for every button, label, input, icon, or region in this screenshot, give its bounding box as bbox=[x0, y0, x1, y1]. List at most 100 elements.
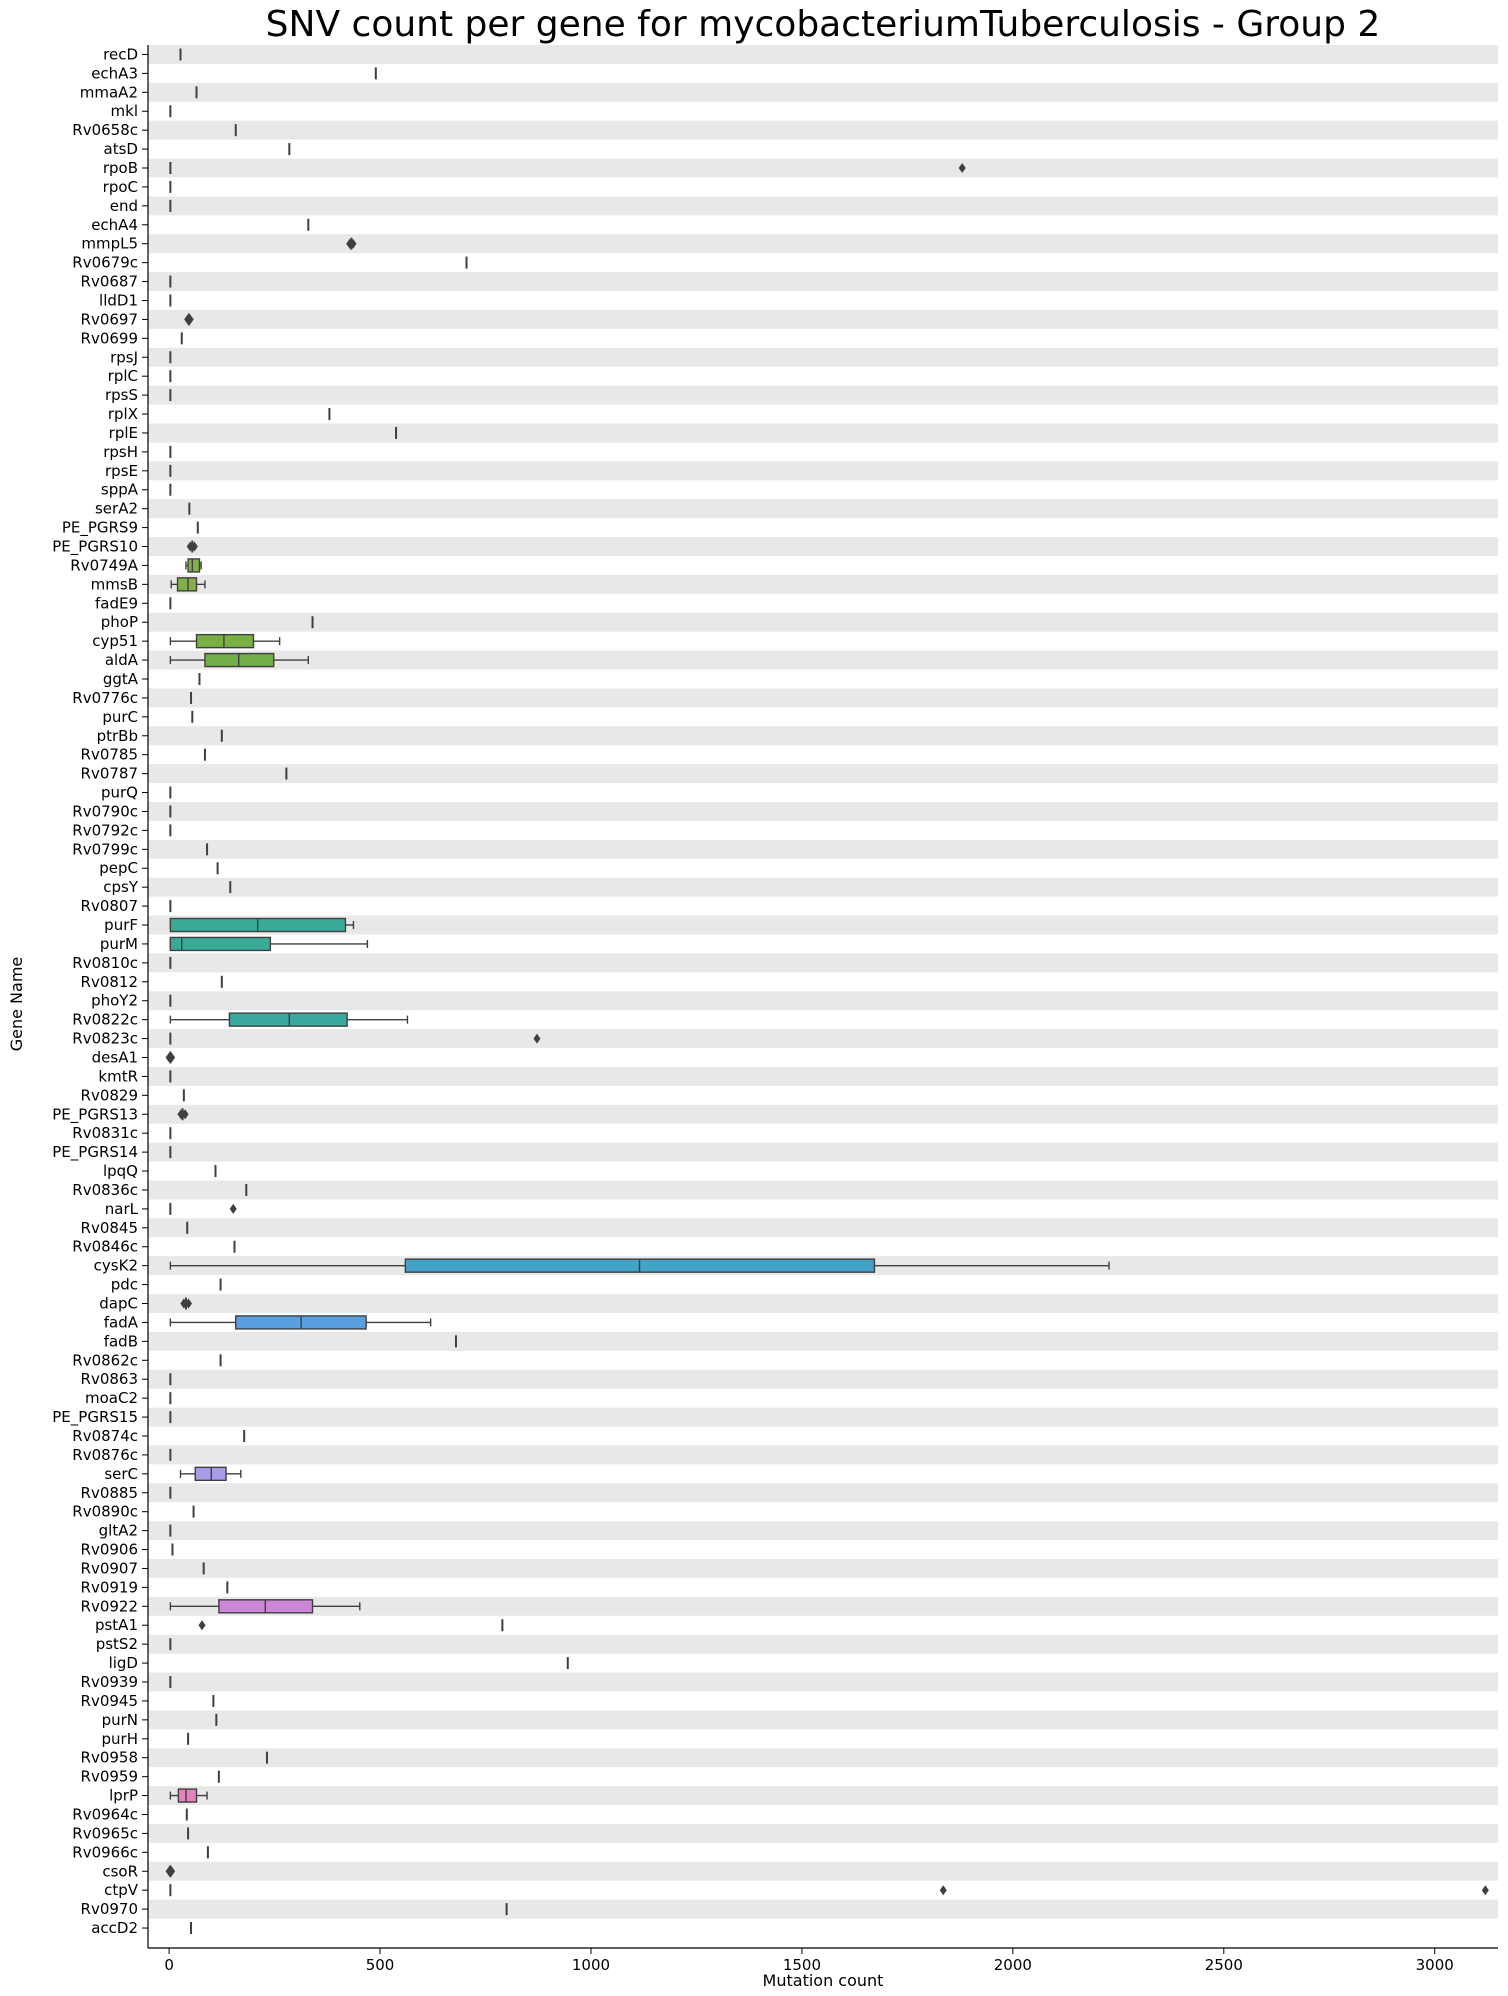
y-tick-label: aldA bbox=[105, 651, 139, 669]
y-tick-label: cyp51 bbox=[92, 632, 138, 650]
y-tick-label: Rv0687 bbox=[81, 273, 138, 291]
y-tick-label: cpsY bbox=[103, 878, 139, 896]
outlier-point bbox=[181, 1109, 189, 1120]
y-tick-label: purH bbox=[102, 1730, 138, 1748]
outlier-point bbox=[939, 1885, 947, 1896]
y-axis-label: Gene Name bbox=[7, 957, 26, 1052]
row-band bbox=[148, 1672, 1498, 1692]
y-tick-label: accD2 bbox=[91, 1919, 138, 1937]
y-tick-label: Rv0785 bbox=[81, 746, 138, 764]
y-tick-label: pstS2 bbox=[96, 1635, 138, 1653]
y-tick-label: Rv0919 bbox=[81, 1578, 138, 1596]
outlier-point bbox=[168, 1052, 176, 1063]
outlier-point bbox=[185, 1298, 192, 1309]
x-axis: 0 500 1000 1500 2000 2500 3000 bbox=[148, 1947, 1498, 1974]
y-tick-label: Rv0699 bbox=[81, 329, 138, 347]
y-tick-label: rpsS bbox=[105, 386, 138, 404]
row-band bbox=[148, 1331, 1498, 1351]
y-tick-label: serC bbox=[104, 1465, 138, 1483]
y-tick-label: sppA bbox=[101, 481, 139, 499]
row-band bbox=[148, 423, 1498, 443]
y-tick-label: Rv0810c bbox=[72, 954, 138, 972]
row-band bbox=[148, 499, 1498, 519]
x-tick-label: 2500 bbox=[1205, 1956, 1243, 1974]
y-tick-label: Rv0958 bbox=[81, 1749, 138, 1767]
y-tick-label: ligD bbox=[109, 1654, 138, 1672]
y-tick-label: rpsH bbox=[103, 443, 138, 461]
row-band bbox=[148, 461, 1498, 481]
y-tick-label: mmsB bbox=[91, 575, 138, 593]
y-tick-label: fadE9 bbox=[95, 594, 138, 612]
x-tick-label: 3000 bbox=[1416, 1956, 1454, 1974]
y-tick-label: rplC bbox=[108, 367, 138, 385]
row-band bbox=[148, 839, 1498, 859]
box bbox=[195, 633, 255, 649]
y-tick-label: PE_PGRS15 bbox=[52, 1408, 138, 1427]
y-tick-label: Rv0965c bbox=[72, 1824, 138, 1842]
y-tick-label: echA4 bbox=[91, 216, 138, 234]
outlier-point bbox=[229, 1203, 237, 1214]
y-tick-label: phoY2 bbox=[91, 992, 138, 1010]
row-band bbox=[148, 1786, 1498, 1806]
chart-title: SNV count per gene for mycobacteriumTube… bbox=[266, 4, 1381, 45]
row-band bbox=[148, 45, 1498, 64]
y-tick-label: PE_PGRS9 bbox=[62, 519, 138, 538]
y-tick-label: Rv0792c bbox=[72, 821, 138, 839]
y-tick-label: desA1 bbox=[92, 1048, 138, 1066]
y-tick-label: purC bbox=[102, 708, 138, 726]
row-band bbox=[148, 1483, 1498, 1503]
row-band bbox=[148, 1180, 1498, 1200]
row-band bbox=[148, 120, 1498, 140]
y-tick-label: Rv0679c bbox=[72, 254, 138, 272]
y-tick-label: atsD bbox=[104, 140, 138, 158]
y-tick-label: Rv0845 bbox=[81, 1219, 138, 1237]
y-tick-label: Rv0776c bbox=[72, 689, 138, 707]
y-tick-label: mmaA2 bbox=[80, 83, 138, 101]
row-band bbox=[148, 1559, 1498, 1578]
x-tick-label: 0 bbox=[164, 1956, 174, 1974]
y-tick-label: csoR bbox=[102, 1862, 138, 1880]
row-band bbox=[148, 915, 1498, 935]
row-band bbox=[148, 1369, 1498, 1389]
row-band bbox=[148, 612, 1498, 632]
row-band bbox=[148, 802, 1498, 821]
x-axis-label: Mutation count bbox=[763, 1971, 884, 1990]
y-tick-label: Rv0812 bbox=[81, 973, 138, 991]
y-tick-label: recD bbox=[103, 45, 138, 63]
row-band bbox=[148, 1142, 1498, 1162]
y-tick-label: Rv0885 bbox=[81, 1484, 138, 1502]
row-band bbox=[148, 196, 1498, 216]
row-band bbox=[148, 877, 1498, 897]
box bbox=[169, 936, 272, 952]
row-band bbox=[148, 1710, 1498, 1730]
y-tick-label: pepC bbox=[99, 859, 138, 877]
y-tick-label: Rv0790c bbox=[72, 802, 138, 820]
row-band bbox=[148, 726, 1498, 746]
row-band bbox=[148, 650, 1498, 670]
y-tick-label: Rv0907 bbox=[81, 1559, 138, 1577]
row-band bbox=[148, 158, 1498, 178]
y-tick-label: echA3 bbox=[91, 64, 138, 82]
y-tick-label: Rv0945 bbox=[81, 1692, 138, 1710]
y-tick-label: Rv0697 bbox=[81, 310, 138, 328]
y-tick-label: Rv0939 bbox=[81, 1673, 138, 1691]
outlier-point bbox=[1481, 1885, 1489, 1896]
row-band bbox=[148, 309, 1498, 329]
y-tick-label: phoP bbox=[101, 613, 138, 631]
y-tick-label: end bbox=[110, 197, 138, 215]
outlier-point bbox=[349, 238, 357, 249]
y-tick-label: Rv0658c bbox=[72, 121, 138, 139]
outlier-point bbox=[186, 314, 194, 325]
y-tick-label: rpoB bbox=[103, 159, 138, 177]
y-tick-label: Rv0862c bbox=[72, 1351, 138, 1369]
y-tick-label: fadA bbox=[104, 1313, 139, 1331]
y-tick-label: PE_PGRS14 bbox=[52, 1143, 138, 1162]
row-band bbox=[148, 272, 1498, 292]
row-band bbox=[148, 764, 1498, 784]
box bbox=[187, 558, 201, 573]
y-tick-label: rplX bbox=[108, 405, 138, 423]
row-band bbox=[148, 1596, 1498, 1616]
row-band bbox=[148, 1823, 1498, 1843]
row-band bbox=[148, 1899, 1498, 1919]
